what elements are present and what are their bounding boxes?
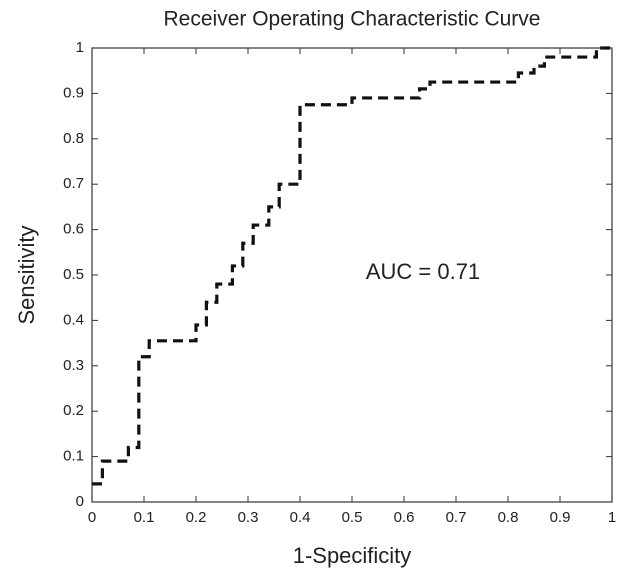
- y-tick-label: 0.9: [63, 84, 84, 101]
- x-tick-label: 0.7: [446, 509, 467, 526]
- x-tick-label: 0.3: [238, 509, 259, 526]
- plot-frame: [91, 47, 613, 503]
- y-tick-label: 0.1: [63, 448, 84, 465]
- chart-title: Receiver Operating Characteristic Curve: [164, 8, 541, 31]
- x-axis-label: 1-Specificity: [293, 543, 412, 568]
- y-tick-label: 0.5: [63, 266, 84, 283]
- x-tick-label: 1: [608, 509, 616, 526]
- y-axis-label: Sensitivity: [14, 225, 39, 324]
- x-tick-label: 0.9: [550, 509, 571, 526]
- x-tick-label: 0.8: [498, 509, 519, 526]
- y-tick-label: 0.8: [63, 130, 84, 147]
- y-tick-label: 0.4: [63, 311, 84, 328]
- x-tick-label: 0.1: [134, 509, 155, 526]
- x-tick-label: 0.4: [290, 509, 311, 526]
- x-tick-label: 0: [88, 509, 96, 526]
- roc-curve: [92, 46, 612, 486]
- y-tick-label: 0.3: [63, 357, 84, 374]
- y-tick-label: 1: [76, 39, 84, 56]
- x-tick-label: 0.6: [394, 509, 415, 526]
- y-tick-label: 0.6: [63, 221, 84, 238]
- annotation: AUC = 0.71: [366, 259, 480, 284]
- x-tick-label: 0.2: [186, 509, 207, 526]
- y-tick-label: 0: [76, 493, 84, 510]
- y-tick-label: 0.2: [63, 402, 84, 419]
- y-tick-label: 0.7: [63, 175, 84, 192]
- x-tick-label: 0.5: [342, 509, 363, 526]
